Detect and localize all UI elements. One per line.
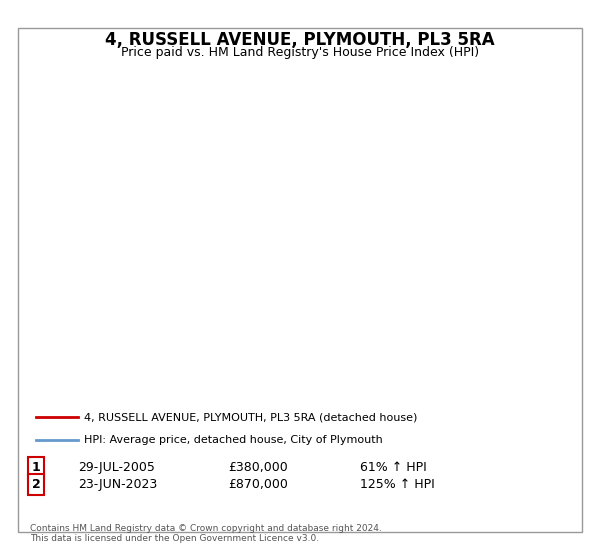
- Text: 1: 1: [249, 270, 257, 283]
- Text: Contains HM Land Registry data © Crown copyright and database right 2024.
This d: Contains HM Land Registry data © Crown c…: [30, 524, 382, 543]
- Text: 4, RUSSELL AVENUE, PLYMOUTH, PL3 5RA: 4, RUSSELL AVENUE, PLYMOUTH, PL3 5RA: [105, 31, 495, 49]
- Text: 23-JUN-2023: 23-JUN-2023: [78, 478, 157, 491]
- Text: 29-JUL-2005: 29-JUL-2005: [78, 461, 155, 474]
- Text: £380,000: £380,000: [228, 461, 288, 474]
- Text: £870,000: £870,000: [228, 478, 288, 491]
- Text: 2: 2: [32, 478, 40, 491]
- Text: 1: 1: [32, 461, 40, 474]
- Text: 61% ↑ HPI: 61% ↑ HPI: [360, 461, 427, 474]
- Text: HPI: Average price, detached house, City of Plymouth: HPI: Average price, detached house, City…: [84, 435, 383, 445]
- Text: 4, RUSSELL AVENUE, PLYMOUTH, PL3 5RA (detached house): 4, RUSSELL AVENUE, PLYMOUTH, PL3 5RA (de…: [84, 412, 418, 422]
- Text: 2: 2: [534, 148, 543, 161]
- Text: Price paid vs. HM Land Registry's House Price Index (HPI): Price paid vs. HM Land Registry's House …: [121, 46, 479, 59]
- Text: 125% ↑ HPI: 125% ↑ HPI: [360, 478, 435, 491]
